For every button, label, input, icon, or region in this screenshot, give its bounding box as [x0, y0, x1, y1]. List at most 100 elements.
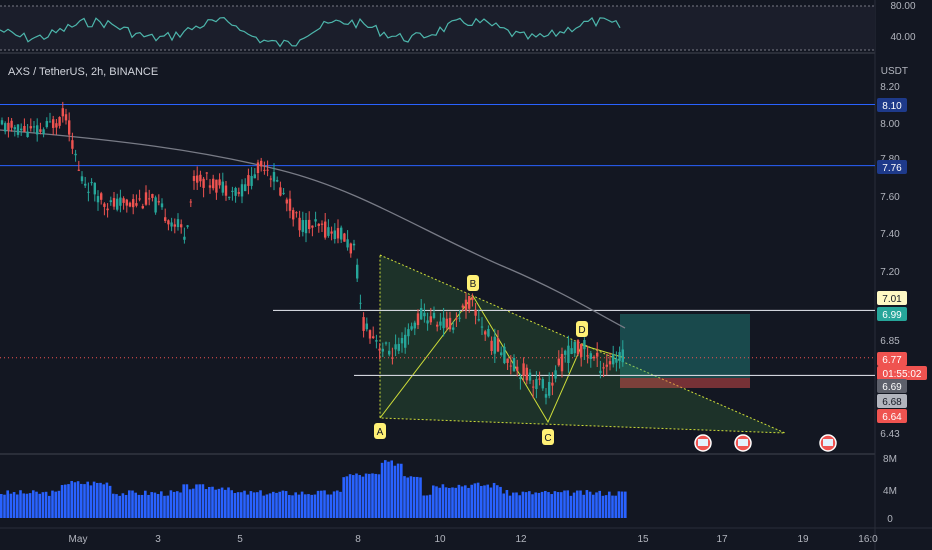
- volume-bar: [96, 482, 99, 518]
- candle-body: [7, 122, 10, 131]
- volume-bar: [361, 476, 365, 518]
- candle-body: [327, 227, 330, 236]
- candle-body: [192, 176, 196, 181]
- volume-bar: [147, 494, 150, 518]
- volume-bar: [73, 482, 77, 518]
- volume-bar: [358, 475, 361, 518]
- volume-bar: [246, 494, 249, 518]
- candle-body: [20, 128, 23, 131]
- price-tag-box: [877, 291, 907, 305]
- pattern-point-a: A: [377, 427, 384, 438]
- pattern-legs: [379, 295, 626, 424]
- candle-body: [407, 329, 410, 337]
- volume-bar: [236, 492, 240, 518]
- volume-bar: [368, 473, 371, 518]
- volume-bar: [352, 475, 355, 518]
- candle-body: [608, 361, 612, 365]
- candle-body: [519, 377, 522, 380]
- time-tick: 15: [637, 534, 649, 545]
- candle-body: [490, 340, 493, 352]
- candle-body: [528, 372, 532, 381]
- candle-body: [160, 203, 164, 208]
- volume-bar: [60, 485, 64, 518]
- stop-zone: [620, 378, 750, 388]
- volume-tick: 4M: [883, 486, 897, 497]
- candle-body: [509, 365, 512, 367]
- candle-body: [90, 182, 93, 184]
- price-tick: 7.80: [880, 154, 900, 165]
- symbol-title[interactable]: AXS / TetherUS, 2h, BINANCE: [8, 66, 159, 78]
- price-tag: 7.01: [882, 294, 902, 305]
- candle-body: [256, 162, 260, 174]
- volume-bar: [364, 473, 368, 518]
- volume-bar: [339, 491, 342, 518]
- candle-body: [32, 126, 36, 128]
- candle-body: [493, 336, 496, 354]
- candle-body: [432, 312, 436, 318]
- candle-body: [621, 349, 624, 363]
- volume-bar: [614, 495, 617, 518]
- candle-body: [237, 192, 240, 194]
- candle-body: [506, 358, 509, 363]
- candle-body: [343, 233, 346, 242]
- volume-bar: [185, 484, 189, 518]
- candle-body: [141, 206, 144, 209]
- price-tag-box: [877, 98, 907, 112]
- volume-bar: [284, 491, 288, 518]
- volume-bar: [512, 492, 515, 518]
- volume-bar: [188, 489, 192, 518]
- candle-body: [541, 379, 544, 389]
- candle-body: [336, 228, 340, 239]
- candle-body: [202, 178, 205, 188]
- volume-bar: [204, 489, 208, 518]
- volume-bar: [166, 495, 169, 518]
- candle-body: [535, 379, 538, 389]
- candle-body: [253, 174, 256, 179]
- volume-bar: [275, 492, 278, 518]
- volume-bar: [528, 491, 531, 518]
- candle-body: [308, 219, 311, 230]
- candle-body: [349, 243, 352, 254]
- candle-body: [570, 348, 573, 354]
- candle-body: [39, 129, 42, 132]
- candle-body: [16, 124, 20, 135]
- candle-body: [439, 321, 442, 326]
- candle-body: [215, 179, 218, 193]
- candle-body: [586, 355, 589, 357]
- candle-body: [324, 221, 327, 238]
- candle-body: [416, 313, 420, 326]
- candle-body: [240, 184, 244, 197]
- volume-bar: [332, 491, 336, 518]
- candle-body: [464, 299, 468, 311]
- volume-bar: [556, 492, 560, 518]
- candle-body: [365, 323, 368, 330]
- volume-bar: [524, 492, 528, 518]
- volume-bar: [0, 494, 3, 518]
- candle-body: [314, 219, 317, 222]
- volume-bar: [198, 484, 201, 518]
- volume-tick: 0: [887, 514, 893, 525]
- volume-bar: [243, 490, 246, 518]
- volume-bar: [57, 490, 61, 518]
- ma-line: [0, 129, 626, 329]
- candle-body: [48, 121, 52, 123]
- volume-bar: [294, 492, 297, 518]
- volume-bar: [582, 494, 585, 518]
- candle-body: [429, 316, 432, 323]
- candle-body: [301, 220, 304, 232]
- volume-bar: [281, 490, 285, 518]
- volume-bar: [608, 491, 611, 518]
- volume-bar: [220, 487, 224, 518]
- price-axis: 8.20 8.00 7.80 7.60 7.40 7.20 6.85 6.43 8.10 7.76…: [694, 82, 927, 452]
- candle-body: [208, 185, 212, 188]
- rsi-line: [0, 16, 621, 48]
- rsi-tick-80: 80.00: [890, 1, 915, 12]
- price-tag: 6.69: [882, 382, 902, 393]
- volume-bar: [214, 489, 217, 518]
- candle-body: [346, 239, 349, 248]
- event-flag-icon: [694, 434, 712, 452]
- candle-body: [372, 336, 375, 339]
- candle-body: [413, 322, 416, 329]
